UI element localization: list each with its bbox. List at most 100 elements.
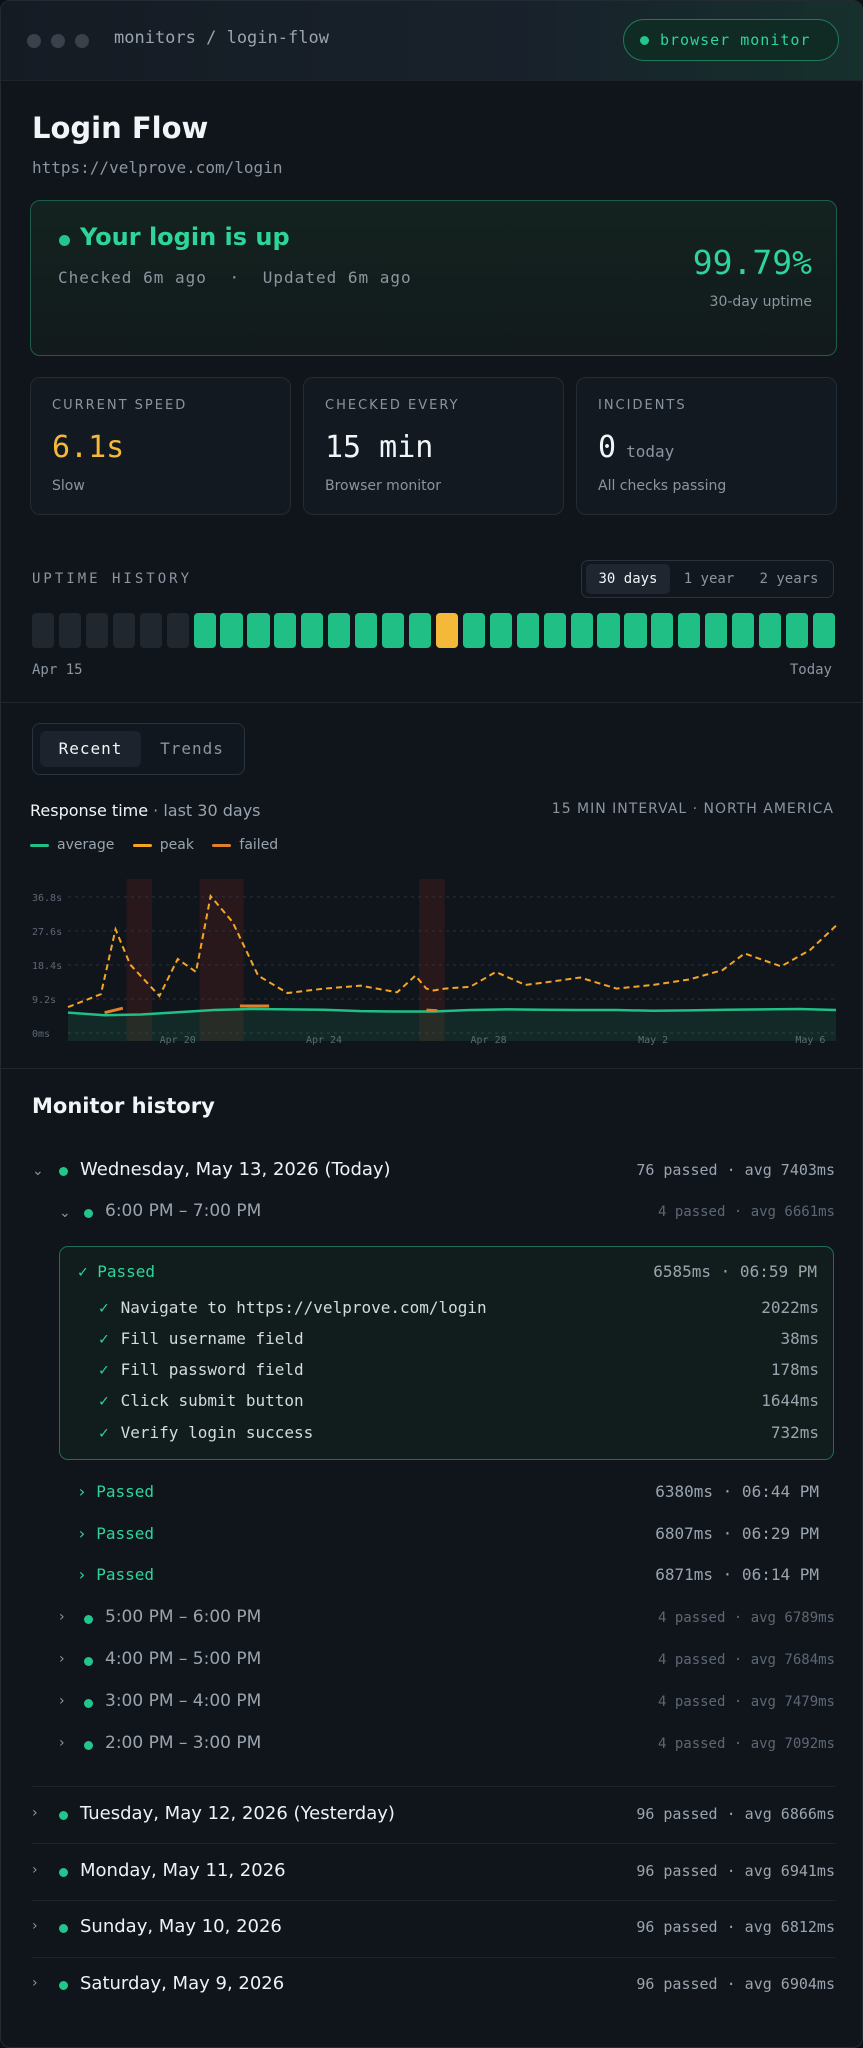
uptime-day-up[interactable] [732, 613, 755, 648]
uptime-day-up[interactable] [274, 613, 297, 648]
hour-row[interactable]: › 3:00 PM – 4:00 PM 4 passed · avg 7479m… [32, 1691, 835, 1717]
breadcrumb: monitors / login-flow [114, 28, 329, 48]
window-maximize-dot[interactable] [75, 34, 89, 48]
chevron-right-icon: › [59, 1735, 65, 1751]
step-item: ✓ Fill password field 178ms [99, 1360, 819, 1379]
uptime-day-up[interactable] [328, 613, 351, 648]
legend-average-label: average [57, 837, 115, 853]
range-2-years[interactable]: 2 years [759, 571, 819, 587]
uptime-day-up[interactable] [462, 613, 485, 648]
run-row[interactable]: › Passed 6380ms · 06:44 PM [32, 1482, 835, 1506]
day-label: Sunday, May 10, 2026 [80, 1916, 282, 1937]
day-meta: 96 passed · avg 6866ms [636, 1805, 835, 1823]
hour-label: 3:00 PM – 4:00 PM [105, 1691, 262, 1711]
x-tick-label: Apr 20 [160, 1035, 196, 1046]
run-status[interactable]: ✓ Passed [78, 1262, 156, 1281]
uptime-day-up[interactable] [382, 613, 405, 648]
stat-label: INCIDENTS [598, 398, 687, 413]
day-row[interactable]: › Tuesday, May 12, 2026 (Yesterday) 96 p… [32, 1803, 835, 1829]
uptime-day-up[interactable] [597, 613, 620, 648]
uptime-day-up[interactable] [570, 613, 593, 648]
average-area [68, 1008, 836, 1041]
uptime-day-none[interactable] [139, 613, 162, 648]
uptime-day-up[interactable] [785, 613, 809, 648]
stat-value-wrap: 0 today [598, 430, 674, 465]
uptime-day-up[interactable] [355, 613, 378, 648]
uptime-day-up[interactable] [624, 613, 647, 648]
uptime-day-up[interactable] [193, 613, 216, 648]
y-tick-label: 18.4s [32, 961, 62, 972]
uptime-history-label: UPTIME HISTORY [32, 571, 193, 587]
step-name: Navigate to https://velprove.com/login [120, 1298, 487, 1317]
window-minimize-dot[interactable] [51, 34, 65, 48]
legend-failed: failed [212, 837, 278, 853]
hour-row[interactable]: › 5:00 PM – 6:00 PM 4 passed · avg 6789m… [32, 1607, 835, 1633]
hour-row[interactable]: › 4:00 PM – 5:00 PM 4 passed · avg 7684m… [32, 1649, 835, 1675]
day-row-today[interactable]: ⌄ Wednesday, May 13, 2026 (Today) 76 pas… [32, 1159, 835, 1185]
uptime-day-up[interactable] [678, 613, 701, 648]
stat-label: CHECKED EVERY [325, 398, 460, 413]
day-row[interactable]: › Saturday, May 9, 2026 96 passed · avg … [32, 1973, 835, 1999]
uptime-day-up[interactable] [247, 613, 270, 648]
range-1-year[interactable]: 1 year [683, 571, 735, 587]
uptime-day-none[interactable] [85, 613, 108, 648]
check-icon: ✓ [99, 1360, 109, 1379]
day-row[interactable]: › Monday, May 11, 2026 96 passed · avg 6… [32, 1860, 835, 1886]
uptime-day-up[interactable] [812, 613, 835, 648]
tab-trends[interactable]: Trends [160, 739, 224, 758]
status-headline: Your login is up [80, 223, 290, 251]
hour-row[interactable]: › 2:00 PM – 3:00 PM 4 passed · avg 7092m… [32, 1733, 835, 1759]
uptime-day-none[interactable] [112, 613, 135, 648]
y-tick-label: 0ms [32, 1029, 50, 1040]
uptime-day-none[interactable] [166, 613, 189, 648]
check-icon: ✓ [99, 1298, 109, 1317]
uptime-day-degraded[interactable] [435, 613, 459, 648]
incident-band [199, 879, 244, 1041]
chart-title: Response time · last 30 days [30, 801, 261, 820]
range-30-days[interactable]: 30 days [586, 564, 670, 594]
chevron-down-icon: ⌄ [59, 1205, 71, 1221]
window-close-dot[interactable] [27, 34, 41, 48]
uptime-day-up[interactable] [651, 613, 674, 648]
uptime-day-up[interactable] [516, 613, 539, 648]
x-tick-label: May 2 [638, 1035, 668, 1046]
chevron-right-icon: › [59, 1651, 65, 1667]
checked-time: Checked 6m ago [58, 268, 207, 287]
run-row[interactable]: › Passed 6871ms · 06:14 PM [32, 1565, 835, 1589]
status-dot-icon [84, 1657, 93, 1666]
uptime-day-none[interactable] [32, 613, 55, 648]
tab-recent[interactable]: Recent [40, 731, 141, 767]
hour-row-open[interactable]: ⌄ 6:00 PM – 7:00 PM 4 passed · avg 6661m… [32, 1201, 835, 1227]
uptime-day-up[interactable] [301, 613, 324, 648]
stat-value: 6.1s [52, 430, 125, 465]
day-meta: 96 passed · avg 6812ms [636, 1918, 835, 1936]
uptime-day-none[interactable] [58, 613, 82, 648]
uptime-day-up[interactable] [759, 613, 782, 648]
hour-label: 6:00 PM – 7:00 PM [105, 1201, 262, 1221]
step-name: Click submit button [120, 1391, 304, 1410]
legend-average: average [30, 837, 114, 853]
stat-checked-every: CHECKED EVERY 15 min Browser monitor [303, 377, 564, 515]
check-icon: ✓ [99, 1391, 109, 1410]
legend-failed-label: failed [239, 837, 279, 853]
page-title: Login Flow [32, 111, 209, 145]
status-dot-icon [59, 1868, 68, 1877]
stat-suffix: today [626, 442, 675, 461]
run-row[interactable]: › Passed 6807ms · 06:29 PM [32, 1524, 835, 1548]
title-bar: monitors / login-flow browser monitor [1, 1, 862, 81]
uptime-day-up[interactable] [705, 613, 728, 648]
status-up-icon [59, 235, 70, 246]
stat-value: 15 min [325, 430, 434, 465]
uptime-day-up[interactable] [408, 613, 432, 648]
monitor-url[interactable]: https://velprove.com/login [32, 158, 283, 177]
day-row[interactable]: › Sunday, May 10, 2026 96 passed · avg 6… [32, 1916, 835, 1942]
uptime-day-up[interactable] [220, 613, 243, 648]
legend-swatch [212, 843, 232, 847]
row-divider [32, 1900, 835, 1901]
failed-segment [104, 1006, 124, 1015]
chart-legend: average peak failed [30, 837, 292, 853]
check-times: Checked 6m ago · Updated 6m ago [58, 268, 412, 287]
uptime-percentage: 99.79% [692, 243, 812, 282]
uptime-day-up[interactable] [489, 613, 512, 648]
uptime-day-up[interactable] [543, 613, 566, 648]
